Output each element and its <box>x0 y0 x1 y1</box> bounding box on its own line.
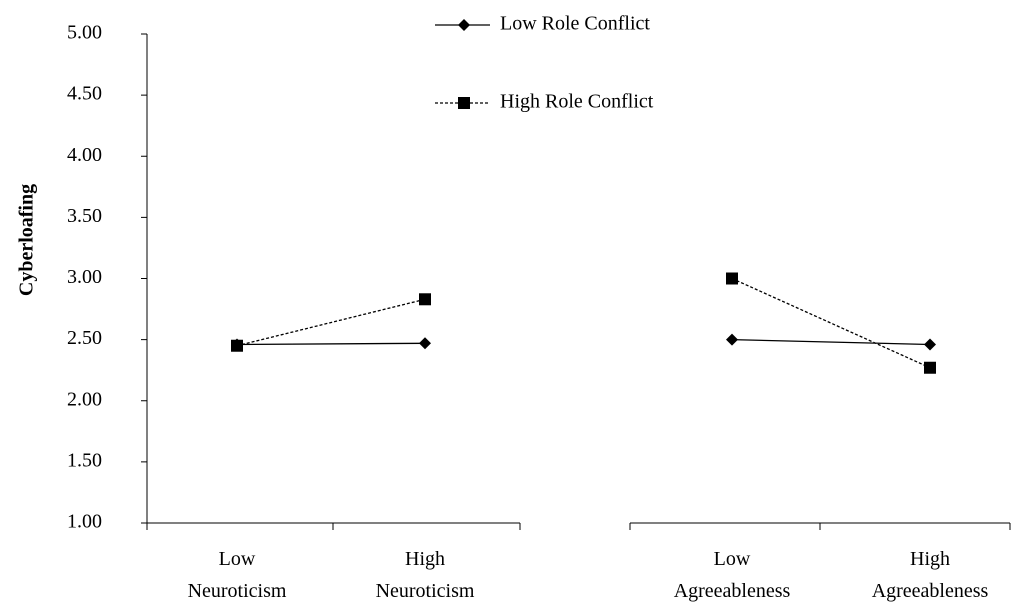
y-tick-label: 1.00 <box>67 511 102 533</box>
marker <box>419 337 431 350</box>
legend-label: High Role Conflict <box>500 91 654 113</box>
y-tick-label: 2.00 <box>67 388 102 410</box>
marker <box>458 19 470 31</box>
x-tick-label: Low Agreeableness <box>674 548 791 602</box>
y-tick-label: 1.50 <box>67 449 102 471</box>
y-tick-label: 2.50 <box>67 327 102 349</box>
x-tick-label: High Neuroticism <box>376 548 475 602</box>
series-line <box>236 338 931 346</box>
y-tick-label: 4.50 <box>67 83 102 105</box>
series-line <box>236 277 931 369</box>
y-tick-label: 3.50 <box>67 205 102 227</box>
marker <box>924 361 936 374</box>
y-tick-label: 4.00 <box>67 144 102 166</box>
marker <box>726 272 738 285</box>
marker <box>419 293 431 306</box>
x-tick-label: High Agreeableness <box>872 548 989 602</box>
y-tick-label: 5.00 <box>67 22 102 44</box>
marker <box>726 333 738 346</box>
x-axis <box>146 522 1011 530</box>
marker <box>231 339 243 352</box>
x-tick-label: Low Neuroticism <box>188 548 287 602</box>
marker <box>924 338 936 351</box>
legend-label: Low Role Conflict <box>500 13 650 35</box>
y-axis-label: Cyberloafing <box>16 184 38 296</box>
marker <box>458 97 470 109</box>
y-tick-label: 3.00 <box>67 266 102 288</box>
